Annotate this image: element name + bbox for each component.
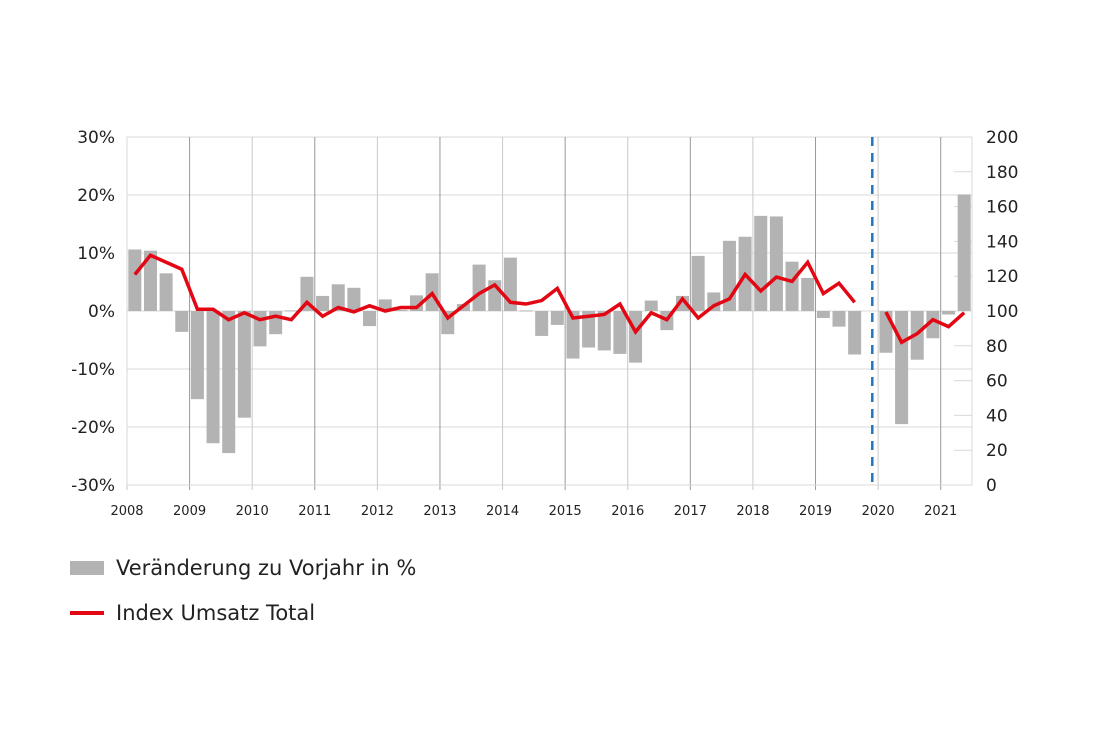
bar [331, 284, 345, 311]
bar [801, 277, 815, 311]
right-tick-label: 0 [986, 476, 997, 496]
right-tick-label: 200 [986, 128, 1018, 148]
left-tick-label: 0% [88, 302, 115, 322]
x-tick-label: 2021 [924, 504, 957, 519]
x-tick-label: 2020 [862, 504, 895, 519]
bar [926, 311, 940, 339]
bar [832, 311, 846, 327]
left-tick-label: 10% [77, 244, 115, 264]
bar [394, 309, 408, 311]
x-tick-label: 2015 [549, 504, 582, 519]
right-tick-label: 120 [986, 267, 1018, 287]
bar [691, 255, 705, 311]
bar [769, 216, 783, 311]
bar [644, 300, 658, 311]
bar [159, 273, 173, 311]
legend-label: Index Umsatz Total [116, 601, 316, 625]
bar [347, 287, 361, 311]
bar [785, 261, 799, 311]
x-tick-label: 2012 [361, 504, 394, 519]
bar [816, 311, 830, 318]
x-tick-label: 2009 [173, 504, 206, 519]
left-tick-label: -10% [71, 360, 115, 380]
right-tick-label: 80 [986, 337, 1008, 357]
bar [597, 311, 611, 351]
bar [363, 311, 377, 327]
bar [582, 311, 596, 348]
right-tick-label: 60 [986, 372, 1008, 392]
bar [175, 311, 189, 332]
legend-item-bars: Veränderung zu Vorjahr in % [70, 556, 416, 580]
x-tick-label: 2018 [736, 504, 769, 519]
right-tick-label: 160 [986, 198, 1018, 218]
bar [550, 311, 564, 325]
right-tick-label: 140 [986, 232, 1018, 252]
x-tick-label: 2014 [486, 504, 519, 519]
bar [848, 311, 862, 355]
bar [190, 311, 204, 400]
bar [535, 311, 549, 336]
right-tick-label: 100 [986, 302, 1018, 322]
bar [613, 311, 627, 354]
bar [472, 264, 486, 311]
right-tick-label: 20 [986, 441, 1008, 461]
bar [300, 276, 314, 311]
bar [128, 249, 142, 311]
left-tick-label: -30% [71, 476, 115, 496]
bar [566, 311, 580, 359]
left-tick-label: 20% [77, 186, 115, 206]
bar [316, 295, 330, 311]
bar [629, 311, 643, 363]
right-tick-label: 180 [986, 163, 1018, 183]
legend-label: Veränderung zu Vorjahr in % [116, 556, 417, 580]
left-tick-label: 30% [77, 128, 115, 148]
bar [222, 311, 236, 454]
bar [942, 311, 956, 315]
bar [206, 311, 220, 444]
x-tick-label: 2016 [611, 504, 644, 519]
bar [143, 250, 157, 311]
legend-swatch-line [70, 611, 104, 615]
legend-item-line: Index Umsatz Total [70, 601, 315, 625]
bar [895, 311, 909, 425]
bar [957, 194, 971, 311]
bar [519, 310, 533, 312]
x-tick-label: 2019 [799, 504, 832, 519]
legend-swatch-bar [70, 561, 104, 575]
x-tick-label: 2008 [110, 504, 143, 519]
left-tick-label: -20% [71, 418, 115, 438]
x-tick-label: 2013 [423, 504, 456, 519]
bar [676, 295, 690, 311]
right-tick-label: 40 [986, 406, 1008, 426]
bar [284, 310, 298, 312]
index-line [884, 311, 966, 345]
x-tick-label: 2017 [674, 504, 707, 519]
bar [754, 215, 768, 311]
x-tick-label: 2010 [236, 504, 269, 519]
bar [378, 299, 392, 311]
bar [237, 311, 251, 418]
x-tick-label: 2011 [298, 504, 331, 519]
